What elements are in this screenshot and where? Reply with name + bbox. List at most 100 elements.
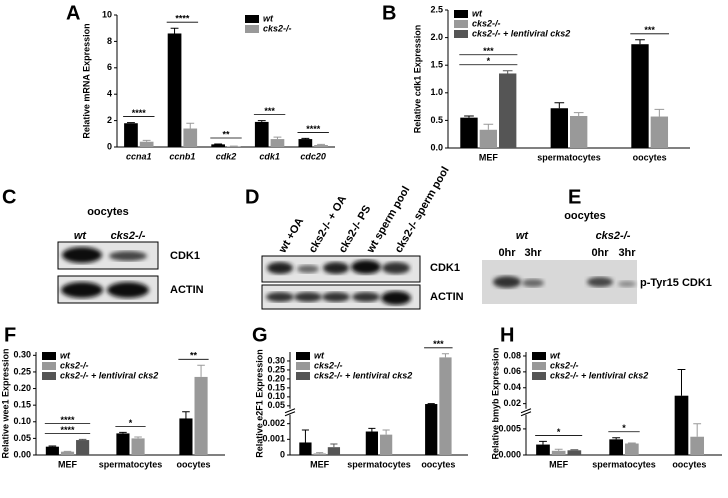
significance: ** xyxy=(190,351,198,361)
legend-label: cks2-/- xyxy=(60,360,89,370)
bar xyxy=(425,404,438,455)
legend-swatch xyxy=(454,20,468,28)
bar xyxy=(194,376,208,455)
significance: **** xyxy=(60,415,75,425)
bar xyxy=(460,117,478,148)
bar xyxy=(550,108,568,148)
x-tick-label: MEF xyxy=(310,459,330,469)
y-tick-label: 0.5 xyxy=(430,115,443,125)
significance: *** xyxy=(433,339,444,349)
y-tick-label: 10 xyxy=(102,9,112,19)
bar xyxy=(536,444,550,455)
error-bar xyxy=(502,70,513,74)
bar xyxy=(116,433,130,455)
legend-swatch xyxy=(296,372,310,380)
bar xyxy=(380,434,393,455)
error-bar xyxy=(134,436,142,439)
legend-swatch xyxy=(42,362,56,370)
y-tick-label: 0.30 xyxy=(267,355,285,365)
axis-break xyxy=(284,408,296,414)
y-tick-label: 0.04 xyxy=(503,382,521,392)
legend-swatch xyxy=(454,30,468,38)
lane-label: 0hr xyxy=(591,247,609,259)
legend-swatch xyxy=(454,10,468,18)
x-tick-label: spermatocytes xyxy=(537,152,601,162)
error-bar xyxy=(186,122,195,129)
axis-break xyxy=(285,408,295,415)
significance: *** xyxy=(264,106,275,116)
bar xyxy=(631,44,649,148)
legend-swatch xyxy=(532,362,546,370)
significance: * xyxy=(622,423,626,433)
panel-letter: B xyxy=(382,2,396,24)
bar xyxy=(314,145,328,147)
y-tick-label: 0.02 xyxy=(503,398,521,408)
y-tick-label: 0.30 xyxy=(13,350,31,360)
bar xyxy=(76,440,90,455)
band-label: p-Tyr15 CDK1 xyxy=(640,277,712,289)
significance: * xyxy=(129,418,133,428)
error-bar xyxy=(197,364,205,377)
blot-title: oocytes xyxy=(87,206,129,218)
group-label: cks2-/- xyxy=(596,230,631,242)
error-bar xyxy=(170,27,179,34)
legend-swatch xyxy=(532,352,546,360)
error-bar xyxy=(554,448,563,451)
legend-swatch xyxy=(296,362,310,370)
bar xyxy=(609,439,623,455)
error-bar xyxy=(382,429,390,435)
bar xyxy=(179,418,193,455)
band-label: ACTIN xyxy=(170,284,204,296)
legend-swatch xyxy=(245,25,259,33)
bar xyxy=(327,447,341,455)
bar xyxy=(124,123,138,147)
y-tick-label: 0.05 xyxy=(13,433,31,443)
y-axis-label: Relative mRNA Expression xyxy=(81,23,91,138)
y-tick-label: 0.15 xyxy=(13,400,31,410)
error-bar xyxy=(127,122,135,124)
panel-letter: C xyxy=(2,186,16,208)
legend-label: cks2-/- xyxy=(550,360,579,370)
y-tick-label: 2.0 xyxy=(430,32,443,42)
error-bar xyxy=(654,108,665,117)
bar xyxy=(551,450,566,455)
lane-label: wt xyxy=(74,230,88,242)
y-tick-label: 0.00 xyxy=(13,449,31,459)
y-tick-label: 0.001 xyxy=(262,434,285,444)
y-tick-label: 0 xyxy=(107,141,112,151)
bar xyxy=(167,33,182,148)
axis-break xyxy=(284,411,296,417)
significance: **** xyxy=(175,14,190,24)
band-label: CDK1 xyxy=(430,262,460,274)
significance: ** xyxy=(222,129,230,139)
significance: **** xyxy=(60,425,75,435)
lane-label: 3hr xyxy=(524,247,542,259)
error-bar xyxy=(539,440,547,445)
y-tick-label: 0.20 xyxy=(267,373,285,383)
x-tick-label: cdk1 xyxy=(259,151,280,161)
x-tick-label: ccnb1 xyxy=(169,151,195,161)
lane-label: 0hr xyxy=(498,247,516,259)
error-bar xyxy=(301,429,309,443)
error-bar xyxy=(257,120,266,122)
band-label: CDK1 xyxy=(170,250,200,262)
lane-label: cks2-/- sperm pool xyxy=(393,165,452,255)
error-bar xyxy=(464,115,474,118)
x-tick-label: ccna1 xyxy=(126,151,152,161)
error-bar xyxy=(273,136,282,140)
bar xyxy=(690,436,705,455)
y-tick-label: 8 xyxy=(107,36,112,46)
y-tick-label: 0.08 xyxy=(503,350,521,360)
error-bar xyxy=(301,137,310,140)
y-tick-label: 0.10 xyxy=(13,416,31,426)
bar xyxy=(131,438,145,455)
bar xyxy=(139,141,154,147)
y-tick-label: 0.005 xyxy=(498,423,521,433)
bar xyxy=(211,144,225,147)
y-axis-label: Relative bmyb Expression xyxy=(490,347,500,459)
blot-title: oocytes xyxy=(564,210,606,222)
error-bar xyxy=(182,411,190,419)
significance: *** xyxy=(483,46,494,56)
panel-letter: A xyxy=(66,2,80,24)
bar xyxy=(45,446,59,455)
